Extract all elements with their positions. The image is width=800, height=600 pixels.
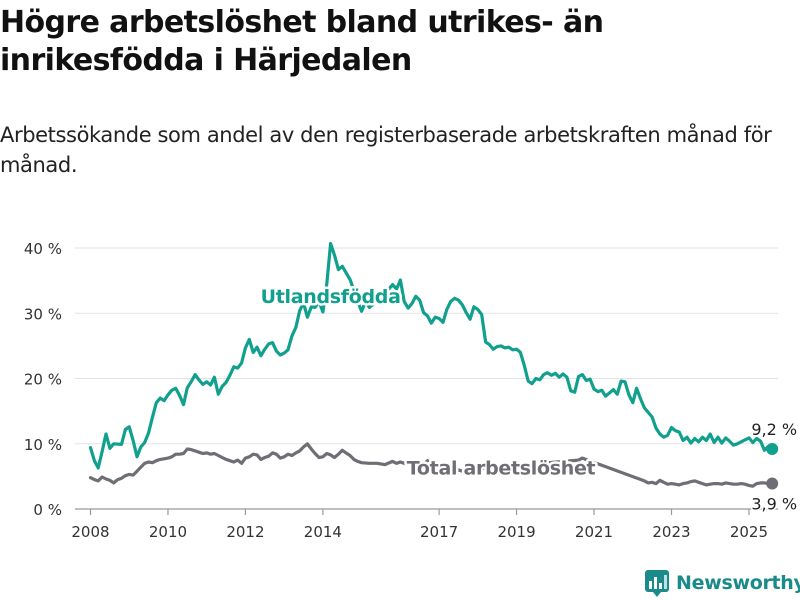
series-inline-label-1: Total arbetslöshet — [407, 457, 596, 479]
x-tick-label: 2012 — [226, 523, 264, 541]
series-end-label-1: 3,9 % — [751, 495, 797, 514]
x-tick-label: 2010 — [149, 523, 187, 541]
x-tick-label: 2019 — [497, 523, 535, 541]
y-tick-label: 40 % — [24, 240, 62, 258]
x-tick-label: 2023 — [652, 523, 690, 541]
grid-lines — [75, 247, 778, 445]
series-lines — [88, 241, 779, 490]
x-tick-label: 2014 — [304, 523, 342, 541]
chart-title: Högre arbetslöshet bland utrikes- än inr… — [0, 5, 604, 78]
y-tick-label: 10 % — [24, 436, 62, 454]
y-tick-label: 20 % — [24, 371, 62, 389]
chart-subtitle: Arbetssökande som andel av den registerb… — [0, 123, 772, 177]
x-tick-label: 2025 — [730, 523, 768, 541]
x-tick-label: 2021 — [575, 523, 613, 541]
series-line-1 — [88, 442, 774, 488]
series-inline-label-0: Utlandsfödda — [261, 286, 401, 308]
y-tick-label: 0 % — [33, 501, 62, 519]
y-tick-label: 30 % — [24, 305, 62, 323]
brand-name: Newsworthy — [676, 572, 800, 594]
x-tick-label: 2008 — [71, 523, 109, 541]
axes: 0 % 10 % 20 % 30 % 40 % 2008 2010 2012 2014 2017 2… — [24, 240, 778, 541]
bar-chart-icon — [645, 570, 669, 597]
series-line-0 — [88, 241, 774, 470]
series-end-point-0 — [766, 442, 779, 455]
x-tick-label: 2017 — [420, 523, 458, 541]
series-labels: Utlandsfödda Total arbetslöshet 9,2 % 3,9 % — [258, 283, 798, 515]
series-end-point-1 — [766, 477, 779, 490]
series-end-label-0: 9,2 % — [751, 420, 797, 439]
brand-logo[interactable]: Newsworthy — [644, 568, 800, 598]
